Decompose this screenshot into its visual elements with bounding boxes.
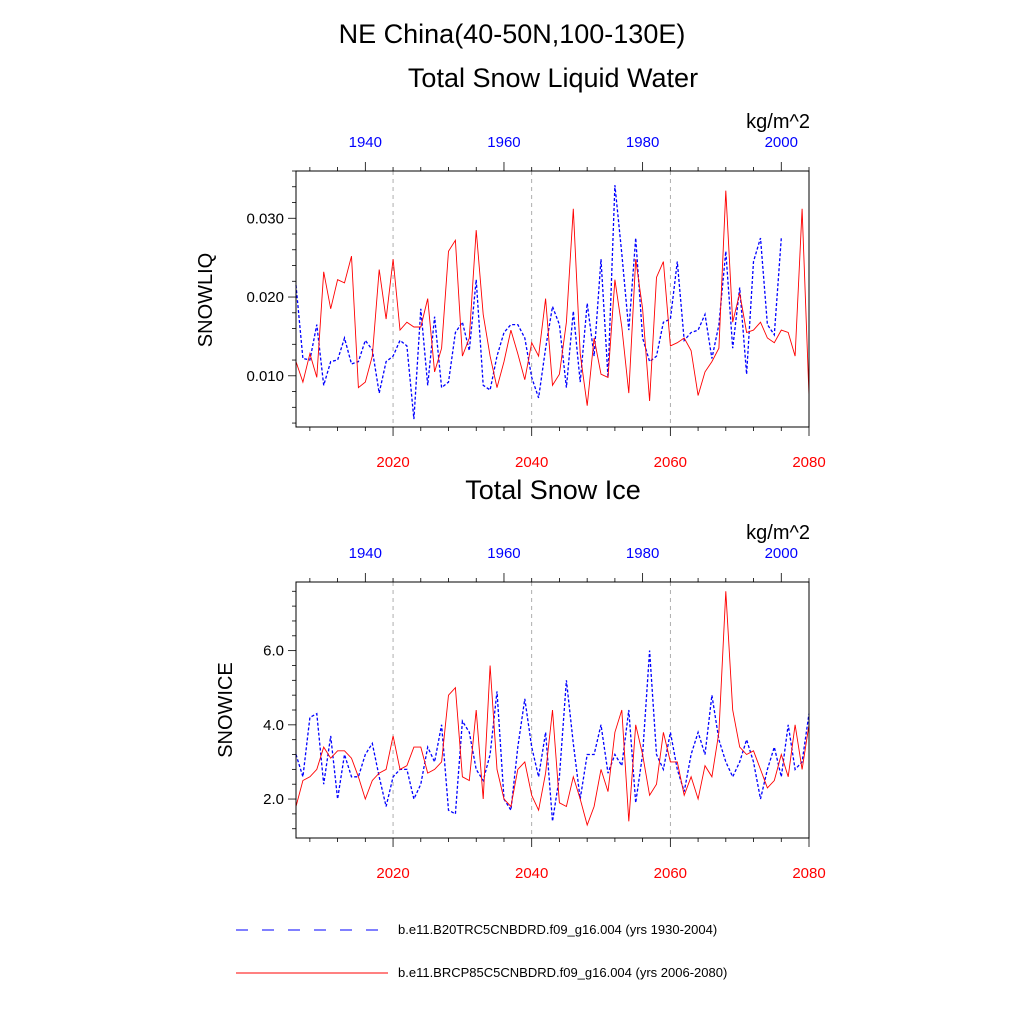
plot2-title: Total Snow Ice <box>465 475 641 505</box>
plot2-y-tick-label: 2.0 <box>263 791 284 808</box>
plot1-bottom-x-tick-label: 2060 <box>654 454 687 471</box>
plot2-top-x-tick-label: 1960 <box>487 545 520 562</box>
plot1-top-x-tick-label: 1960 <box>487 134 520 151</box>
plot1-series-future-line <box>295 190 810 406</box>
plot1-bottom-x-tick-label: 2080 <box>792 454 825 471</box>
plot2-top-x-tick-label: 1980 <box>626 545 659 562</box>
plot1-bottom-x-tick-label: 2020 <box>376 454 409 471</box>
figure-title: NE China(40-50N,100-130E) <box>339 19 686 49</box>
plot1-top-x-tick-label: 2000 <box>765 134 798 151</box>
legend-label-future: b.e11.BRCP85C5CNBDRD.f09_g16.004 (yrs 20… <box>398 965 727 980</box>
snowliq-panel: kg/m^2 SNOWLIQ 0.010 0.020 0.030 2020 2040 20… <box>195 111 826 471</box>
plot2-bottom-x-tick-label: 2040 <box>515 865 548 882</box>
plot1-top-x-tick-label: 1980 <box>626 134 659 151</box>
plot2-top-x-tick-label: 2000 <box>765 545 798 562</box>
plot2-y-axis-label: SNOWICE <box>215 662 237 758</box>
plot1-series-historical-line <box>295 185 782 420</box>
plot1-title: Total Snow Liquid Water <box>408 63 698 93</box>
plot2-bottom-x-tick-label: 2080 <box>792 865 825 882</box>
plot2-units-label: kg/m^2 <box>746 522 810 544</box>
plot1-y-tick-label: 0.020 <box>246 289 284 306</box>
plot1-y-tick-label: 0.030 <box>246 210 284 227</box>
plot2-top-x-tick-label: 1940 <box>349 545 382 562</box>
plot2-y-tick-label: 6.0 <box>263 643 284 660</box>
plot2-bottom-x-tick-label: 2020 <box>376 865 409 882</box>
plot1-bottom-x-tick-label: 2040 <box>515 454 548 471</box>
plot1-y-axis-label: SNOWLIQ <box>195 253 217 347</box>
plot2-series-future-line <box>295 591 810 827</box>
plot1-units-label: kg/m^2 <box>746 111 810 133</box>
plot2-y-tick-label: 4.0 <box>263 717 284 734</box>
plot1-plot-frame <box>295 170 810 428</box>
legend-label-historical: b.e11.B20TRC5CNBDRD.f09_g16.004 (yrs 193… <box>398 922 717 937</box>
snowice-panel: kg/m^2 SNOWICE 2.0 4.0 6.0 2020 2040 2060 2080… <box>215 522 826 882</box>
plot2-bottom-x-tick-label: 2060 <box>654 865 687 882</box>
plot2-series-historical-line <box>295 650 810 822</box>
legend: b.e11.B20TRC5CNBDRD.f09_g16.004 (yrs 193… <box>236 922 727 980</box>
plot1-y-tick-label: 0.010 <box>246 368 284 385</box>
plot1-top-x-tick-label: 1940 <box>349 134 382 151</box>
